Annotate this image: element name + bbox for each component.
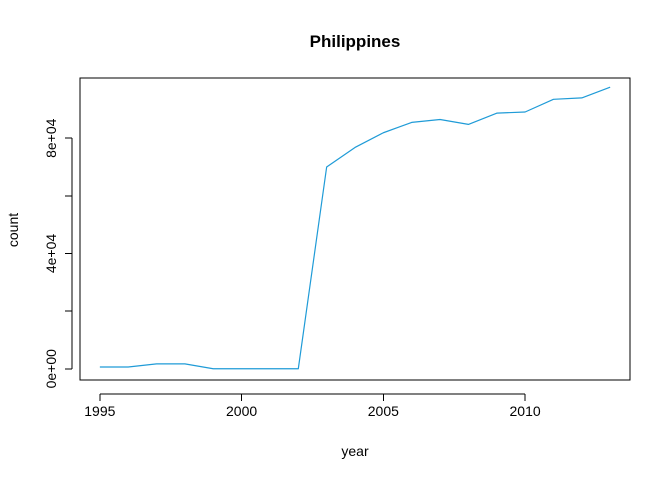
x-tick-label: 2010: [510, 403, 541, 419]
y-tick-label: 8e+04: [43, 118, 59, 158]
chart-title: Philippines: [310, 32, 401, 51]
x-axis: 1995 2000 2005 2010: [84, 393, 541, 419]
series-group: [99, 86, 611, 370]
series-line-0: [99, 86, 611, 370]
y-axis: 0e+00 4e+04 8e+04: [43, 118, 73, 389]
x-tick-label: 2000: [226, 403, 257, 419]
x-tick-label: 2005: [368, 403, 399, 419]
plot-area-frame: [79, 77, 631, 381]
x-tick-label: 1995: [84, 403, 115, 419]
y-tick-label: 4e+04: [43, 234, 59, 274]
y-axis-label: count: [5, 213, 21, 247]
x-axis-label: year: [341, 443, 369, 459]
y-tick-label: 0e+00: [43, 349, 59, 389]
